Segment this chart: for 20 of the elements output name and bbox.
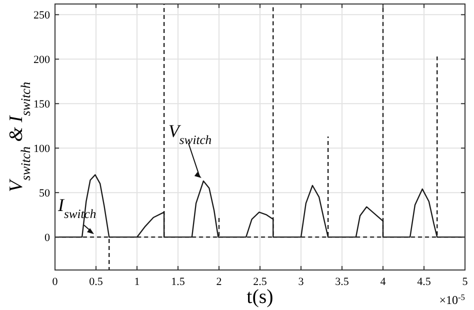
y-tick-label: 100 [34, 143, 50, 156]
x-tick-label: 1.5 [171, 276, 186, 288]
x-tick-label: 3.5 [335, 276, 350, 288]
y-tick-label: 250 [34, 10, 50, 22]
x-tick-label: 2 [216, 276, 222, 288]
x-tick-label: 1 [134, 276, 140, 288]
x-axis-title: t(s) [246, 286, 274, 308]
annotation: V$_{switch}$ [168, 121, 212, 148]
text: ×10$^{-5}$ [439, 292, 465, 307]
x-tick-label: 2.5 [253, 276, 268, 288]
x-tick-label: 0.5 [89, 276, 104, 288]
y-tick-label: 150 [34, 98, 50, 111]
x-tick-label: 0 [52, 276, 58, 288]
y-tick-label: 0 [44, 232, 50, 244]
x-tick-label: 4.5 [417, 276, 432, 288]
x-tick-label: 5 [462, 276, 468, 288]
y-tick-label: 200 [34, 54, 50, 66]
x-tick-label: 4 [380, 276, 386, 288]
y-tick-label: 50 [39, 188, 50, 200]
x-tick-label: 3 [298, 276, 304, 288]
